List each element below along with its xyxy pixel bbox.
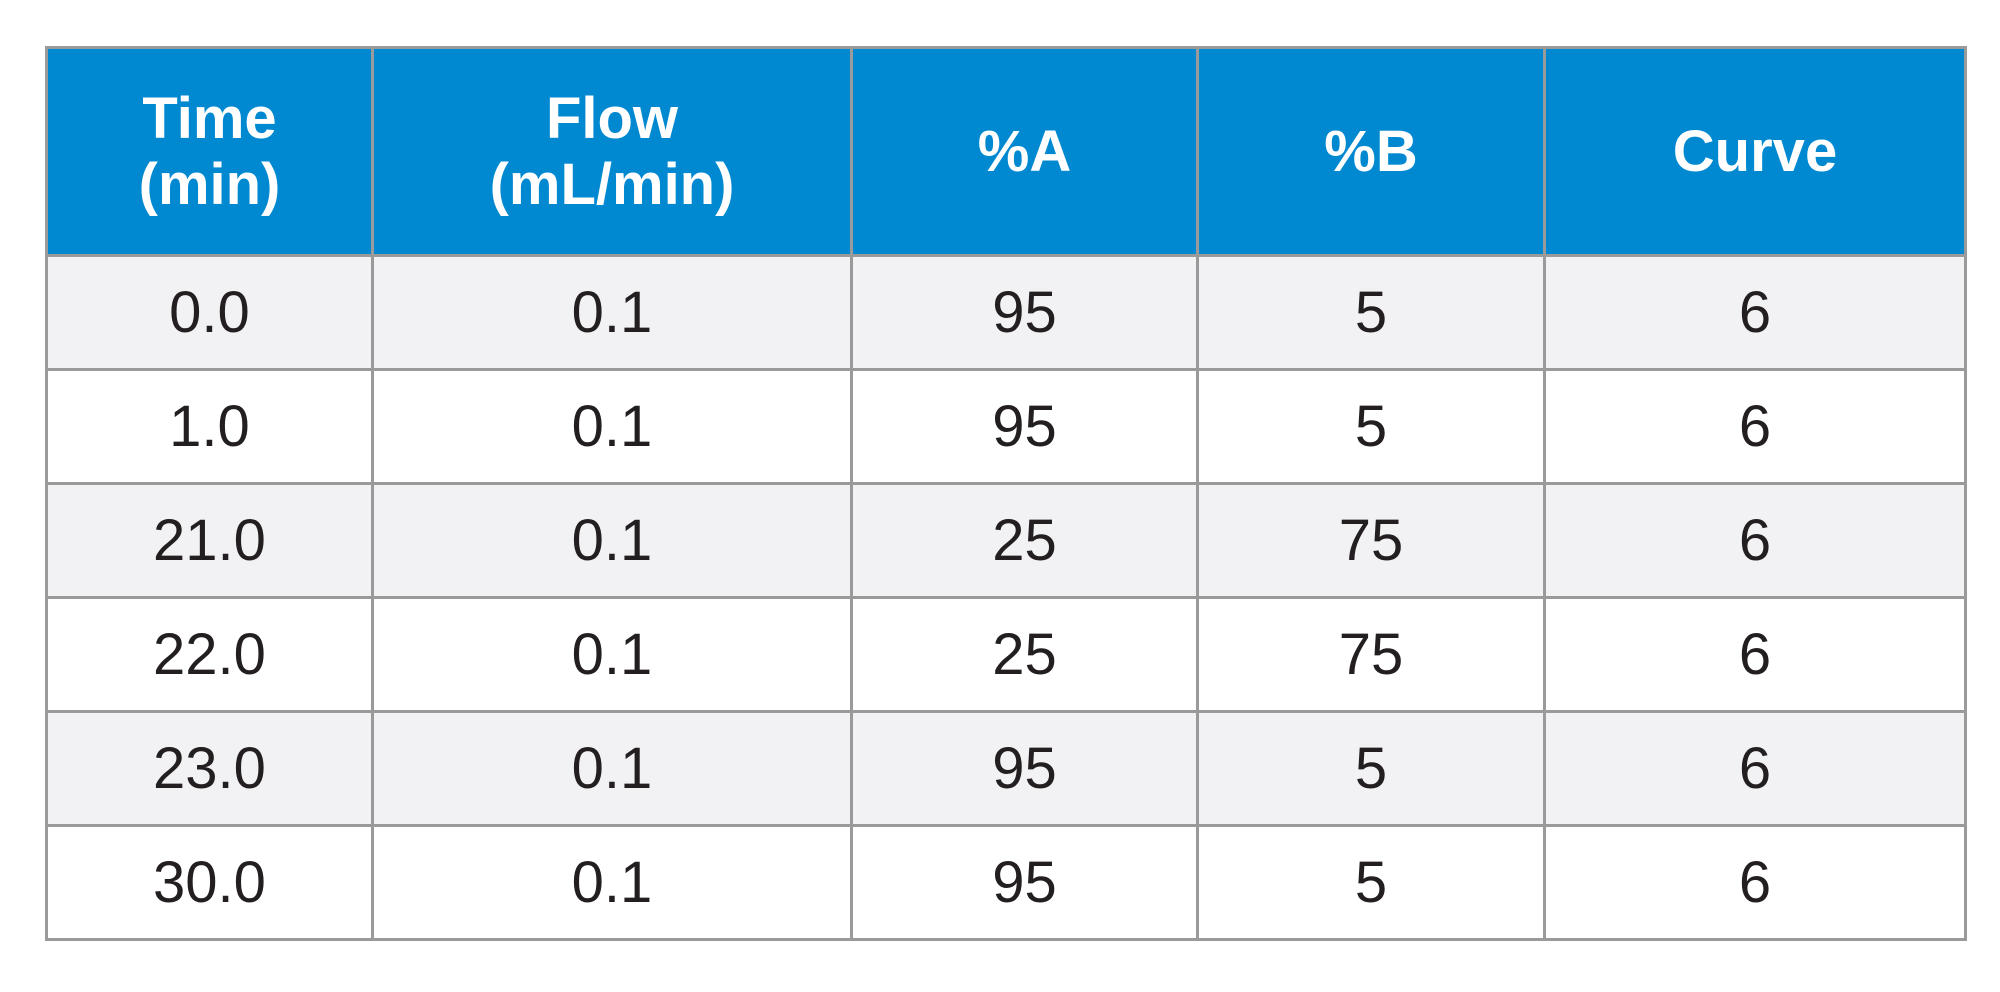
header-row: Time (min) Flow (mL/min) %A %B Curve (45, 46, 1967, 257)
table-cell: 75 (1196, 482, 1546, 599)
header-cell: Flow (mL/min) (371, 46, 853, 257)
table-cell: 25 (850, 596, 1199, 713)
header-cell: %A (850, 46, 1199, 257)
table-row: 21.0 0.1 25 75 6 (45, 482, 1967, 599)
table-cell: 0.1 (371, 482, 853, 599)
table-row: 22.0 0.1 25 75 6 (45, 596, 1967, 713)
table-body: 0.0 0.1 95 5 6 1.0 0.1 95 5 6 21.0 0.1 25 75 6 22.0 0.1 2… (45, 254, 1967, 941)
table-cell: 95 (850, 824, 1199, 941)
table-cell: 95 (850, 710, 1199, 827)
gradient-table: Time (min) Flow (mL/min) %A %B Curve 0.0 0.1 9… (45, 46, 1967, 941)
table-row: 30.0 0.1 95 5 6 (45, 824, 1967, 941)
table-cell: 1.0 (45, 368, 374, 485)
table-cell: 6 (1543, 482, 1967, 599)
table-cell: 30.0 (45, 824, 374, 941)
table-cell: 0.1 (371, 368, 853, 485)
table-cell: 6 (1543, 824, 1967, 941)
table-cell: 0.1 (371, 254, 853, 371)
table-cell: 5 (1196, 368, 1546, 485)
table-cell: 75 (1196, 596, 1546, 713)
table-cell: 0.1 (371, 596, 853, 713)
table-cell: 25 (850, 482, 1199, 599)
table-cell: 5 (1196, 710, 1546, 827)
table-cell: 6 (1543, 368, 1967, 485)
table-row: 1.0 0.1 95 5 6 (45, 368, 1967, 485)
table-cell: 23.0 (45, 710, 374, 827)
table-cell: 0.1 (371, 824, 853, 941)
header-cell: %B (1196, 46, 1546, 257)
table-cell: 0.1 (371, 710, 853, 827)
table-row: 0.0 0.1 95 5 6 (45, 254, 1967, 371)
table-cell: 0.0 (45, 254, 374, 371)
table-cell: 22.0 (45, 596, 374, 713)
table-cell: 5 (1196, 824, 1546, 941)
table-cell: 5 (1196, 254, 1546, 371)
table-cell: 6 (1543, 596, 1967, 713)
table-cell: 6 (1543, 254, 1967, 371)
table-header: Time (min) Flow (mL/min) %A %B Curve (45, 46, 1967, 257)
header-cell: Time (min) (45, 46, 374, 257)
table-cell: 21.0 (45, 482, 374, 599)
table-row: 23.0 0.1 95 5 6 (45, 710, 1967, 827)
table-cell: 95 (850, 368, 1199, 485)
header-cell: Curve (1543, 46, 1967, 257)
table-cell: 95 (850, 254, 1199, 371)
table-cell: 6 (1543, 710, 1967, 827)
